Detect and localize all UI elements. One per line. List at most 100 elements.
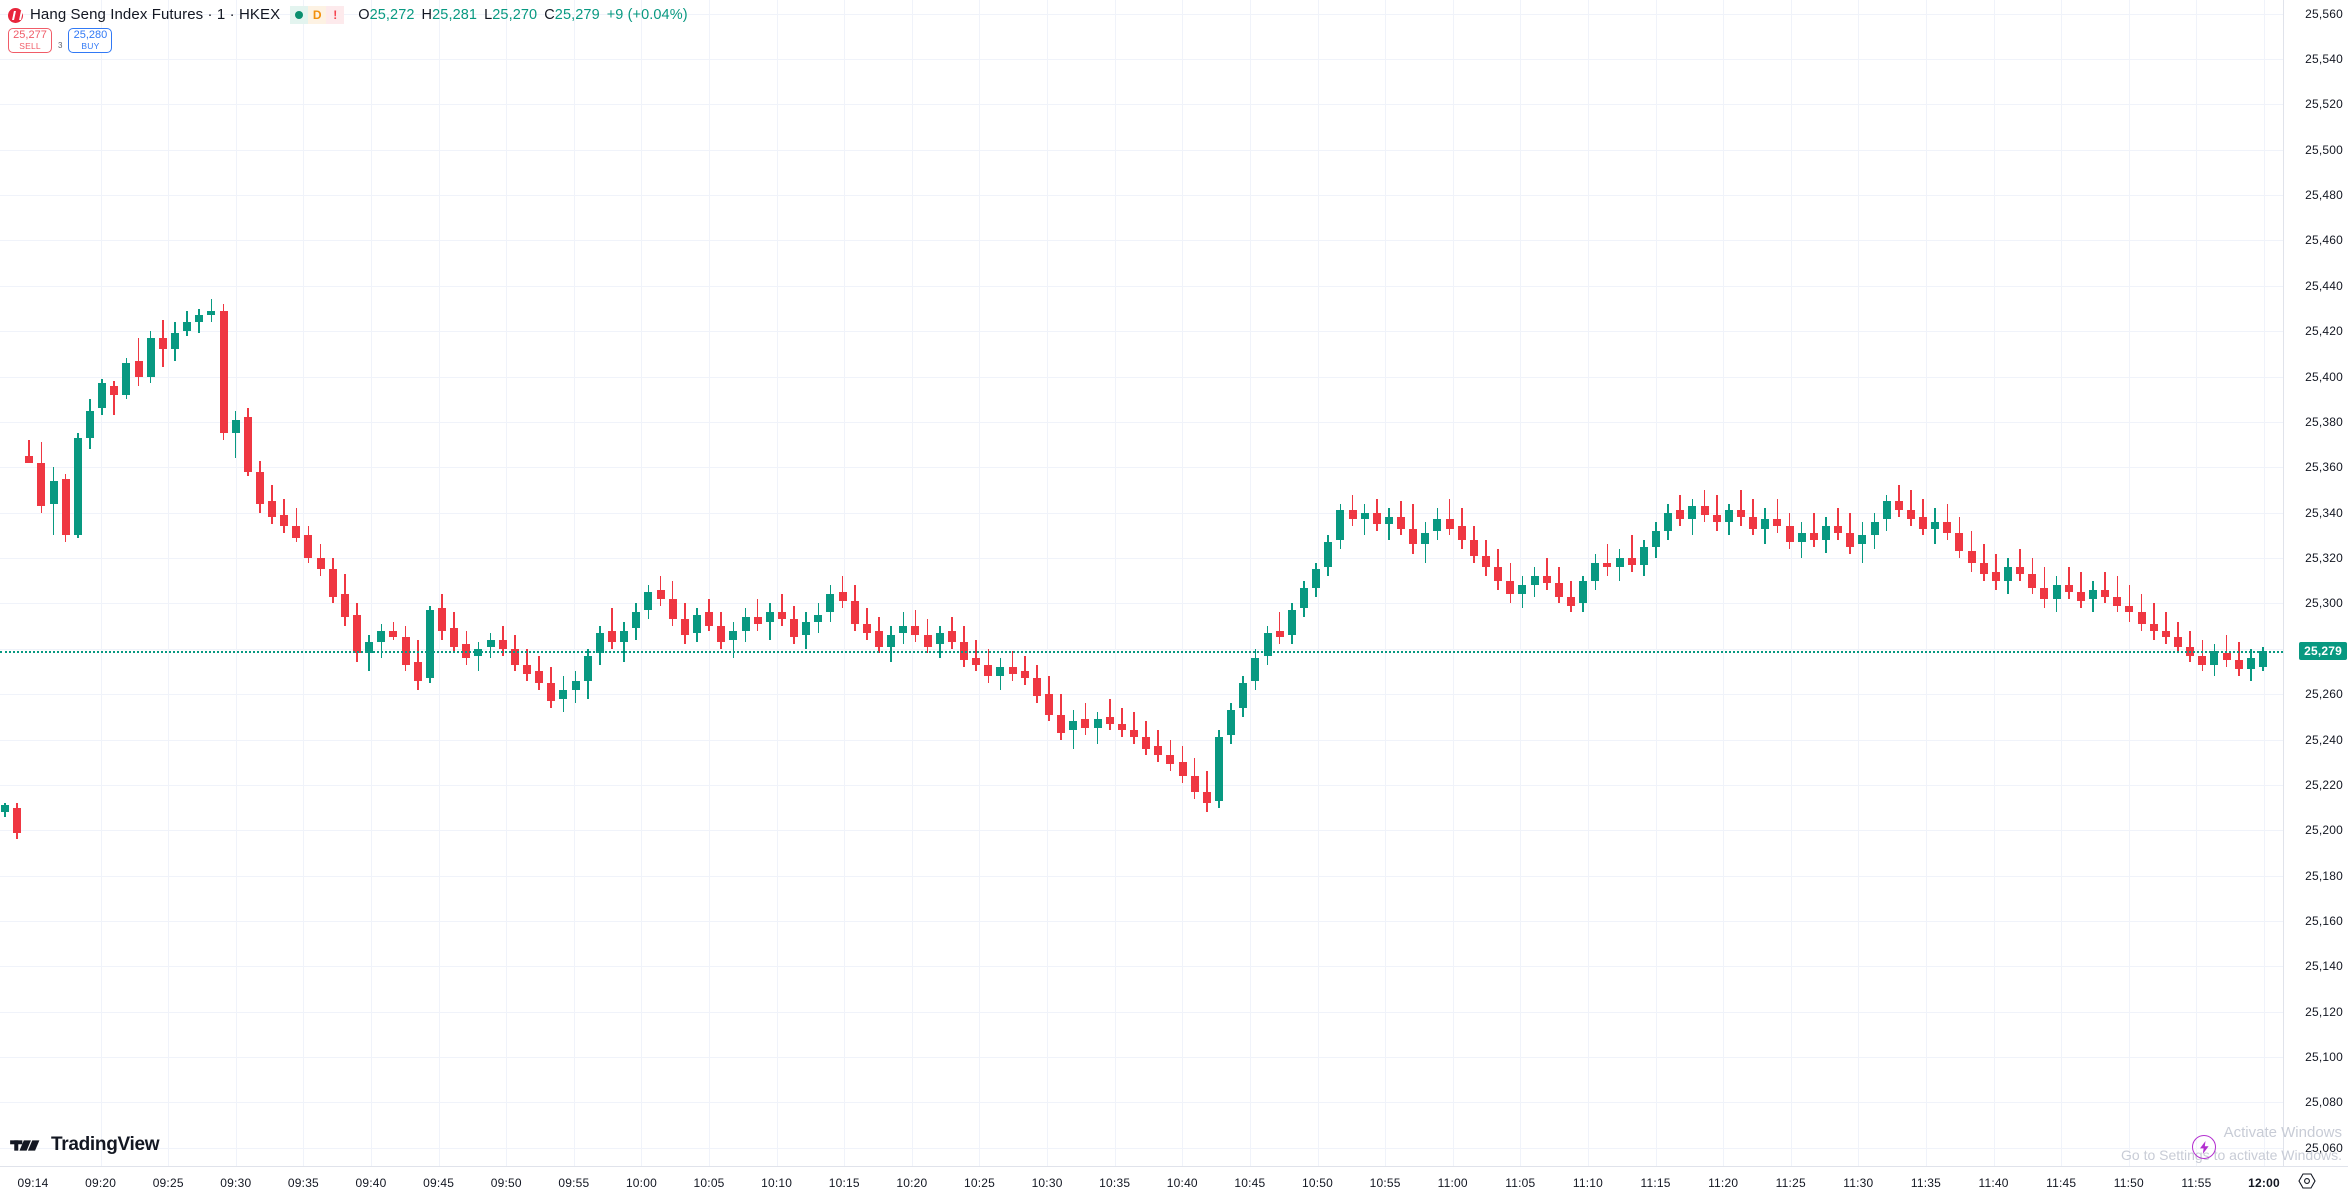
gridline-horizontal [0,286,2283,287]
time-axis-tick: 09:35 [287,1176,319,1190]
gridline-vertical [371,0,372,1166]
gridline-vertical [168,0,169,1166]
gridline-vertical [1115,0,1116,1166]
alert-badge[interactable]: ! [326,6,345,24]
close-value: 25,279 [554,7,600,23]
price-axis-tick: 25,480 [2305,188,2343,203]
price-axis-tick: 25,380 [2305,414,2343,429]
gridline-horizontal [0,694,2283,695]
gridline-horizontal [0,830,2283,831]
bolt-glyph [2199,1140,2209,1154]
price-axis-tick: 25,300 [2305,596,2343,611]
chart-legend: Hang Seng Index Futures · 1 · HKEX D ! O… [0,0,2348,26]
gridline-horizontal [0,1148,2283,1149]
time-axis-tick: 11:10 [1572,1176,1604,1190]
lightning-bolt-icon[interactable] [2192,1135,2216,1159]
time-axis-tick: 10:25 [963,1176,995,1190]
price-axis-tick: 25,240 [2305,732,2343,747]
gridline-vertical [236,0,237,1166]
time-axis-tick: 11:25 [1775,1176,1806,1190]
gridline-horizontal [0,876,2283,877]
time-axis-tick: 11:30 [1843,1176,1874,1190]
sell-price: 25,277 [13,28,47,41]
time-axis-tick: 10:50 [1301,1176,1334,1190]
gridline-vertical [1791,0,1792,1166]
target-glyph [2298,1173,2316,1189]
gridline-horizontal [0,150,2283,151]
market-open-dot-icon [290,6,309,24]
price-axis-tick: 25,540 [2305,51,2343,66]
gridline-horizontal [0,240,2283,241]
time-axis-tick: 10:00 [625,1176,657,1190]
gridline-vertical [574,0,575,1166]
time-axis-tick: 09:45 [423,1176,455,1190]
price-axis-tick: 25,100 [2305,1050,2343,1065]
time-axis-tick: 11:00 [1437,1176,1468,1190]
chart-pane[interactable] [0,0,2283,1166]
gridline-vertical [2129,0,2130,1166]
gridline-horizontal [0,513,2283,514]
price-axis-tick: 25,520 [2305,97,2343,112]
tradingview-logo[interactable]: TradingView [10,1133,160,1157]
price-axis-tick: 25,460 [2305,233,2343,248]
gridline-vertical [1994,0,1995,1166]
price-axis-tick: 25,400 [2305,369,2343,384]
time-axis[interactable]: 09:14 09:20 09:25 09:30 09:35 09:40 09:45 09:50… [0,1166,2348,1199]
gridline-vertical [1926,0,1927,1166]
gridline-vertical [2196,0,2197,1166]
gridline-vertical [2061,0,2062,1166]
time-axis-tick: 09:20 [85,1176,117,1190]
order-quantity[interactable]: 3 [58,41,63,50]
gridline-horizontal [0,740,2283,741]
price-axis-tick: 25,440 [2305,278,2343,293]
gridline-vertical [641,0,642,1166]
high-label: H [421,7,433,23]
price-axis[interactable]: 25,279 25,560 25,540 25,520 25,500 25,480 25,… [2283,0,2348,1166]
gridline-horizontal [0,1012,2283,1013]
gridline-vertical [979,0,980,1166]
sell-label: SELL [19,40,41,51]
high-value: 25,281 [432,7,478,23]
gridline-vertical [1588,0,1589,1166]
time-axis-tick: 11:15 [1640,1176,1671,1190]
gridline-vertical [1858,0,1859,1166]
gridline-vertical [1520,0,1521,1166]
time-axis-tick: 10:35 [1099,1176,1131,1190]
gridline-vertical [101,0,102,1166]
time-axis-tick: 09:55 [558,1176,590,1190]
gridline-vertical [912,0,913,1166]
scroll-to-realtime-icon[interactable] [2298,1172,2316,1190]
time-axis-tick: 10:55 [1369,1176,1401,1190]
gridline-horizontal [0,785,2283,786]
gridline-horizontal [0,331,2283,332]
buy-label: BUY [81,40,100,51]
delayed-data-badge[interactable]: D [308,6,327,24]
time-axis-tick: 09:25 [152,1176,184,1190]
price-axis-tick: 25,220 [2305,777,2343,792]
price-axis-tick: 25,080 [2305,1095,2343,1110]
price-axis-tick: 25,320 [2305,551,2343,566]
time-axis-tick: 11:45 [2046,1176,2077,1190]
ohlc-values: O25,272 H25,281 L25,270 C25,279 +9 (+0.04%) [358,6,687,24]
symbol-title[interactable]: Hang Seng Index Futures · 1 · HKEX [30,6,281,23]
gridline-horizontal [0,467,2283,468]
close-label: C [544,7,555,23]
gridline-horizontal [0,59,2283,60]
gridline-horizontal [0,377,2283,378]
buy-button[interactable]: 25,280 BUY [68,27,113,53]
price-axis-tick: 25,160 [2305,914,2343,928]
time-axis-tick: 11:40 [1978,1176,2009,1190]
time-axis-tick: 11:50 [2113,1176,2144,1190]
trade-panel: 25,277 SELL 3 25,280 BUY [8,26,113,54]
price-axis-tick: 25,360 [2305,460,2343,475]
gridline-horizontal [0,1057,2283,1058]
gridline-horizontal [0,558,2283,559]
price-axis-tick: 25,260 [2305,687,2343,702]
sell-button[interactable]: 25,277 SELL [8,27,52,53]
price-axis-tick: 25,060 [2305,1140,2343,1155]
gridline-horizontal [0,104,2283,105]
change-value: +9 (+0.04%) [606,7,688,23]
gridline-vertical [709,0,710,1166]
gridline-horizontal [0,921,2283,922]
time-axis-tick: 09:50 [490,1176,522,1190]
